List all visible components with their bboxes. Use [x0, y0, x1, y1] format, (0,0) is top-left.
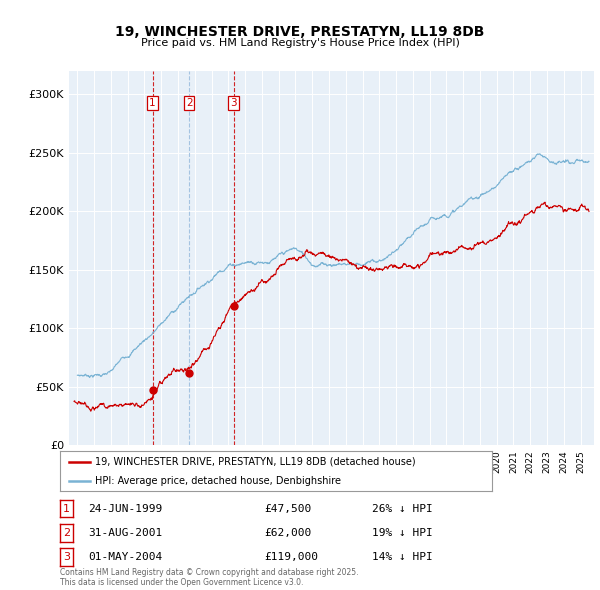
Text: 19, WINCHESTER DRIVE, PRESTATYN, LL19 8DB (detached house): 19, WINCHESTER DRIVE, PRESTATYN, LL19 8D… — [95, 457, 415, 467]
Text: 2: 2 — [186, 98, 193, 107]
Text: £62,000: £62,000 — [264, 528, 311, 537]
Text: 2: 2 — [63, 528, 70, 537]
Text: £119,000: £119,000 — [264, 552, 318, 562]
Text: 31-AUG-2001: 31-AUG-2001 — [88, 528, 163, 537]
Text: Contains HM Land Registry data © Crown copyright and database right 2025.
This d: Contains HM Land Registry data © Crown c… — [60, 568, 359, 587]
Text: 1: 1 — [149, 98, 156, 107]
Text: 24-JUN-1999: 24-JUN-1999 — [88, 504, 163, 513]
Text: £47,500: £47,500 — [264, 504, 311, 513]
Text: 19, WINCHESTER DRIVE, PRESTATYN, LL19 8DB: 19, WINCHESTER DRIVE, PRESTATYN, LL19 8D… — [115, 25, 485, 39]
Text: 14% ↓ HPI: 14% ↓ HPI — [372, 552, 433, 562]
Text: 26% ↓ HPI: 26% ↓ HPI — [372, 504, 433, 513]
Text: HPI: Average price, detached house, Denbighshire: HPI: Average price, detached house, Denb… — [95, 476, 341, 486]
Text: 3: 3 — [63, 552, 70, 562]
Text: 19% ↓ HPI: 19% ↓ HPI — [372, 528, 433, 537]
Text: 1: 1 — [63, 504, 70, 513]
Text: 01-MAY-2004: 01-MAY-2004 — [88, 552, 163, 562]
Text: Price paid vs. HM Land Registry's House Price Index (HPI): Price paid vs. HM Land Registry's House … — [140, 38, 460, 48]
Text: 3: 3 — [230, 98, 237, 107]
